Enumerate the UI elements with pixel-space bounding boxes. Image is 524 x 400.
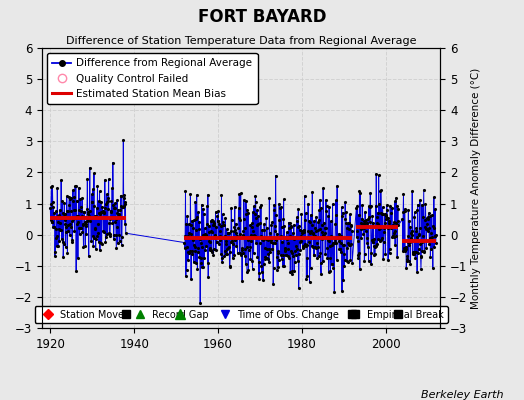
Legend: Station Move, Record Gap, Time of Obs. Change, Empirical Break: Station Move, Record Gap, Time of Obs. C… (35, 306, 447, 323)
Text: FORT BAYARD: FORT BAYARD (198, 8, 326, 26)
Title: Difference of Station Temperature Data from Regional Average: Difference of Station Temperature Data f… (66, 36, 416, 46)
Text: Berkeley Earth: Berkeley Earth (421, 390, 503, 400)
Y-axis label: Monthly Temperature Anomaly Difference (°C): Monthly Temperature Anomaly Difference (… (472, 67, 482, 309)
